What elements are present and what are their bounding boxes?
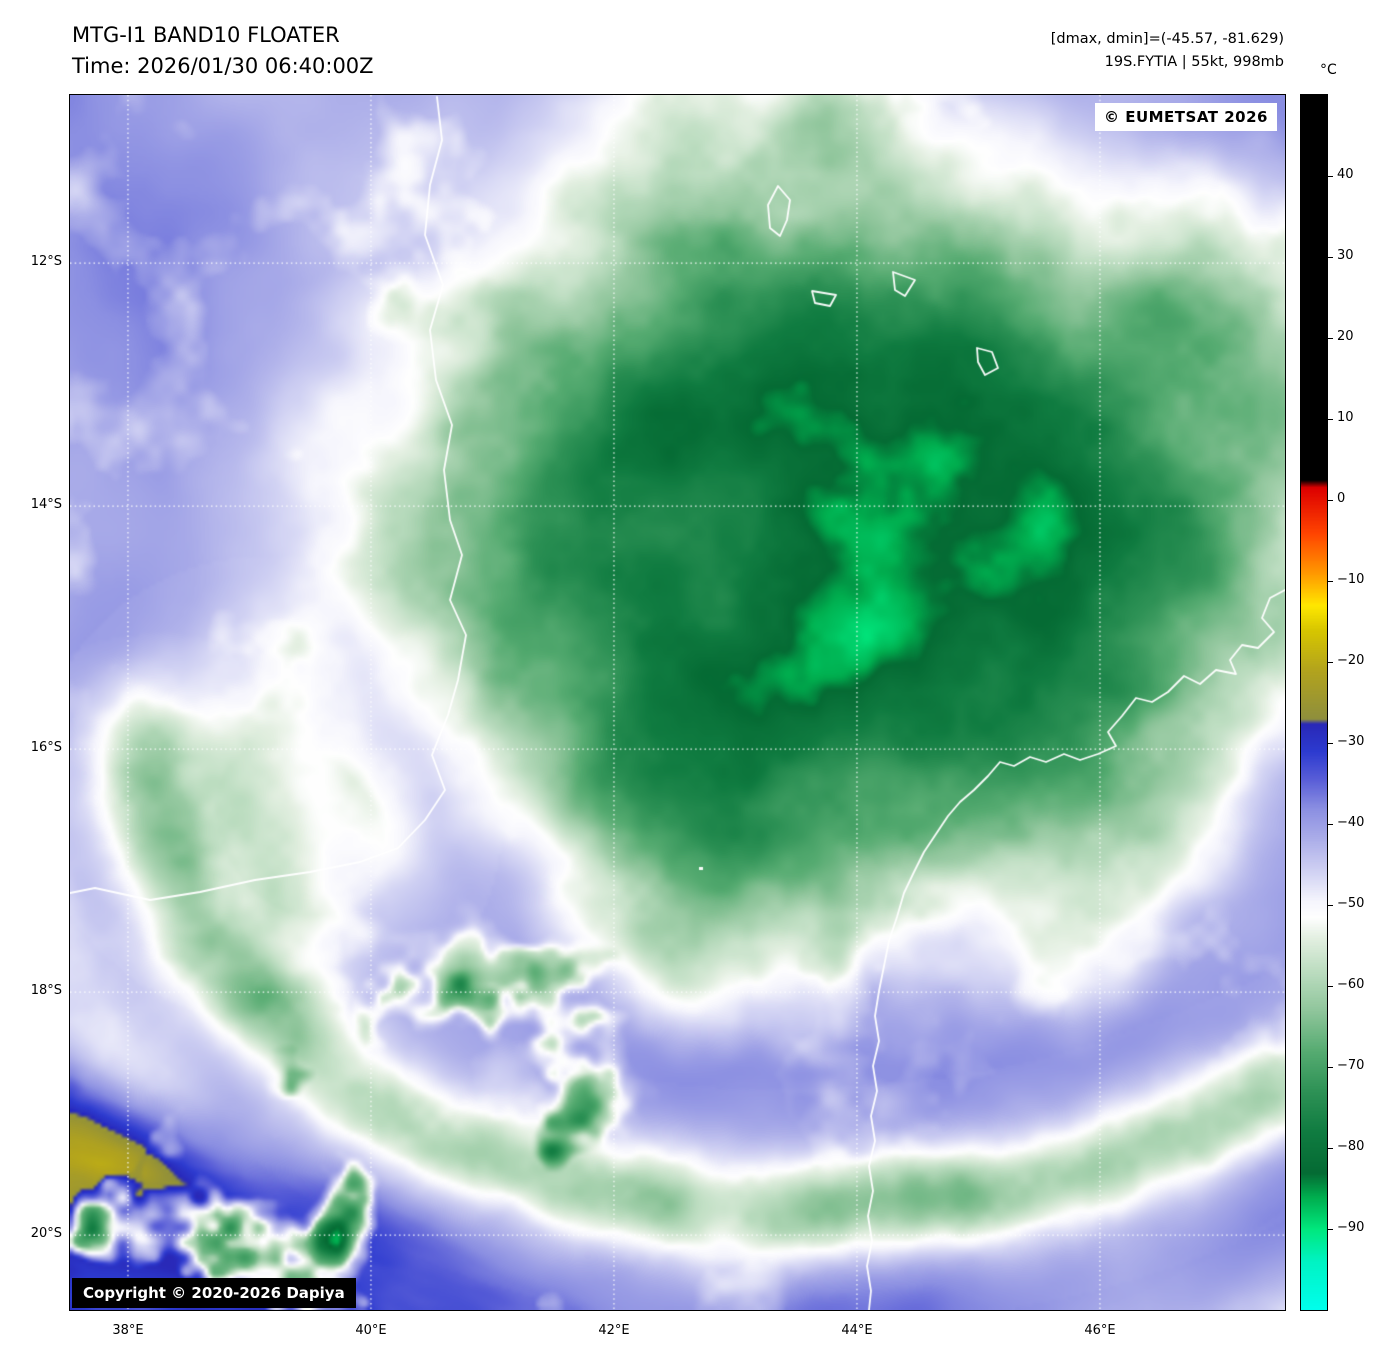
colorbar-tick-label: 30 [1337, 248, 1354, 263]
lat-tick-label: 12°S [30, 254, 62, 270]
colorbar-tick-mark [1328, 1067, 1333, 1068]
colorbar-tick-label: −50 [1337, 896, 1365, 911]
colorbar-tick-label: −30 [1337, 734, 1365, 749]
colorbar-tick-label: −60 [1337, 977, 1365, 992]
dmax-dmin-readout: [dmax, dmin]=(-45.57, -81.629) [1050, 31, 1284, 47]
colorbar-tick-mark [1328, 743, 1333, 744]
colorbar-tick-mark [1328, 500, 1333, 501]
coastline-grid-overlay-canvas [70, 95, 1285, 1310]
colorbar-tick-mark [1328, 257, 1333, 258]
colorbar-tick-mark [1328, 986, 1333, 987]
lon-tick-label: 42°E [598, 1323, 630, 1338]
colorbar-tick-label: 10 [1337, 410, 1354, 425]
lon-tick-label: 38°E [112, 1323, 144, 1338]
colorbar-tick-label: −70 [1337, 1058, 1365, 1073]
colorbar-tick-label: 40 [1337, 167, 1354, 182]
product-title: MTG-I1 BAND10 FLOATER [72, 23, 340, 47]
colorbar-tick-mark [1328, 824, 1333, 825]
lon-tick-label: 46°E [1084, 1323, 1116, 1338]
title-block: MTG-I1 BAND10 FLOATER Time: 2026/01/30 0… [72, 20, 374, 82]
colorbar-tick-mark [1328, 1148, 1333, 1149]
product-time: Time: 2026/01/30 06:40:00Z [72, 54, 374, 78]
colorbar-tick-mark [1328, 662, 1333, 663]
satellite-map-image: © EUMETSAT 2026 Copyright © 2020-2026 Da… [69, 94, 1286, 1311]
colorbar-tick-mark [1328, 1229, 1333, 1230]
lon-tick-label: 40°E [355, 1323, 387, 1338]
lon-tick-label: 44°E [841, 1323, 873, 1338]
colorbar [1300, 94, 1328, 1311]
colorbar-tick-mark [1328, 581, 1333, 582]
colorbar-unit-label: °C [1320, 62, 1337, 78]
colorbar-tick-mark [1328, 338, 1333, 339]
dapiya-copyright-badge: Copyright © 2020-2026 Dapiya [72, 1278, 356, 1308]
lat-tick-label: 16°S [30, 740, 62, 756]
colorbar-tick-mark [1328, 176, 1333, 177]
info-block: [dmax, dmin]=(-45.57, -81.629) 19S.FYTIA… [1051, 28, 1284, 74]
storm-info-readout: 19S.FYTIA | 55kt, 998mb [1104, 54, 1284, 70]
colorbar-tick-label: 0 [1337, 491, 1346, 506]
colorbar-tick-label: −90 [1337, 1220, 1365, 1235]
colorbar-tick-mark [1328, 905, 1333, 906]
colorbar-tick-label: −40 [1337, 815, 1365, 830]
colorbar-gradient-canvas [1301, 95, 1327, 1310]
lat-tick-label: 20°S [30, 1226, 62, 1242]
colorbar-tick-label: 20 [1337, 329, 1354, 344]
eumetsat-credit-badge: © EUMETSAT 2026 [1094, 103, 1277, 131]
colorbar-tick-label: −10 [1337, 572, 1365, 587]
colorbar-tick-mark [1328, 419, 1333, 420]
colorbar-tick-label: −80 [1337, 1139, 1365, 1154]
colorbar-tick-label: −20 [1337, 653, 1365, 668]
lat-tick-label: 14°S [30, 497, 62, 513]
lat-tick-label: 18°S [30, 983, 62, 999]
